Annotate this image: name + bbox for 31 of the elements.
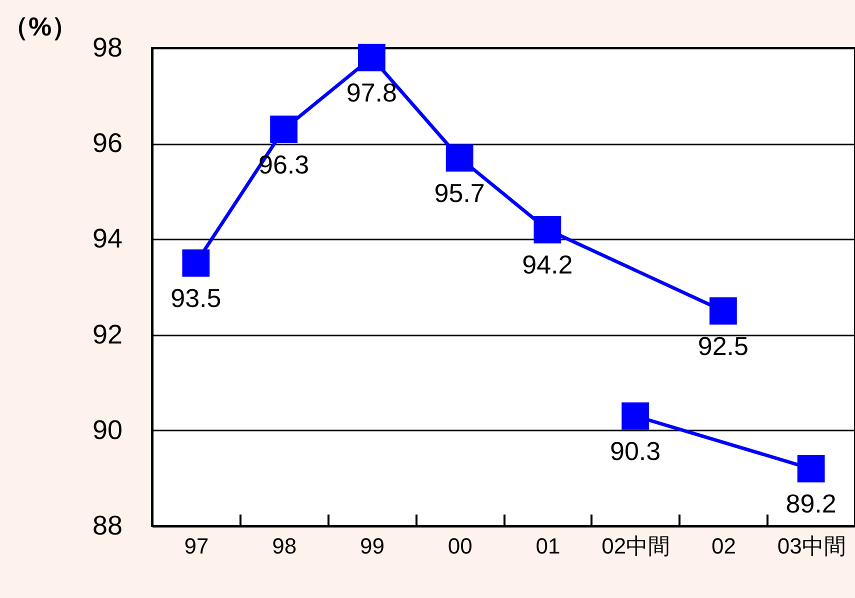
y-tick-label: 94 [92, 224, 122, 254]
data-label: 97.8 [346, 78, 397, 108]
y-tick-label: 92 [92, 319, 122, 350]
x-tick-label: 02中間 [602, 534, 670, 558]
point [534, 216, 562, 244]
x-tick-label: 98 [272, 534, 297, 558]
point [358, 44, 386, 72]
data-label: 95.7 [434, 178, 485, 208]
y-tick-label: 98 [92, 32, 122, 62]
x-tick-label: 00 [448, 534, 472, 558]
y-axis-title: （%） [2, 12, 78, 42]
data-label: 93.5 [170, 283, 222, 314]
data-label: 96.3 [258, 149, 310, 180]
data-label: 94.2 [522, 250, 573, 280]
x-tick-label: 01 [536, 534, 560, 558]
point [797, 454, 825, 482]
point [446, 144, 474, 172]
y-tick-label: 90 [92, 414, 122, 445]
x-tick-label: 03中間 [777, 534, 846, 558]
data-label: 90.3 [610, 436, 661, 466]
y-tick-label: 88 [92, 510, 122, 540]
data-label: 89.2 [786, 488, 836, 519]
x-tick-label: 02 [711, 534, 736, 558]
point [270, 116, 298, 143]
point [709, 297, 737, 325]
x-tick-label: 99 [360, 534, 384, 558]
x-tick-label: 97 [184, 534, 209, 558]
point [182, 249, 210, 277]
point [622, 402, 650, 430]
y-tick-label: 96 [92, 128, 122, 158]
data-label: 92.5 [698, 330, 748, 361]
